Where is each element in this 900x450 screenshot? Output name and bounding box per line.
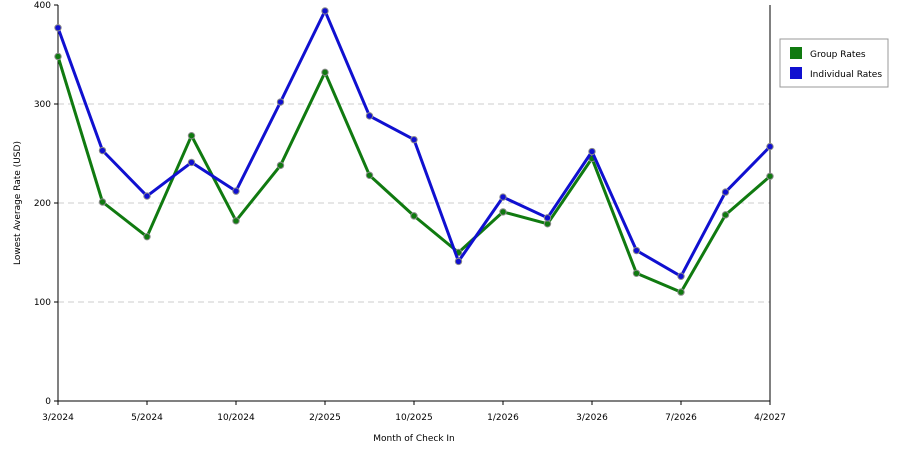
- data-point-group-rates-16: [766, 172, 774, 180]
- series-line-individual-rates: [56, 9, 772, 278]
- data-point-individual-rates-0: [54, 24, 62, 32]
- x-tick-label-14: 7/2026: [665, 413, 697, 423]
- data-point-individual-rates-10: [499, 193, 507, 201]
- data-point-group-rates-10: [499, 208, 507, 216]
- x-tick-label-6: 2/2025: [309, 413, 341, 423]
- data-point-individual-rates-7: [365, 112, 374, 120]
- legend: Group Rates Individual Rates: [779, 38, 889, 88]
- data-point-individual-rates-3: [187, 158, 196, 167]
- data-point-individual-rates-4: [232, 187, 240, 195]
- data-point-group-rates-13: [632, 269, 641, 277]
- data-point-group-rates-6: [321, 68, 329, 77]
- data-point-individual-rates-15: [721, 188, 730, 196]
- legend-label-group-rates: Group Rates: [810, 50, 866, 60]
- legend-swatch-individual-rates: [790, 67, 802, 79]
- data-point-individual-rates-12: [588, 147, 596, 156]
- data-point-group-rates-14: [677, 288, 685, 296]
- data-point-individual-rates-1: [98, 146, 107, 155]
- data-point-individual-rates-11: [543, 214, 552, 222]
- y-tick-label-300: 300: [34, 100, 51, 110]
- data-point-group-rates-2: [143, 232, 151, 241]
- data-point-group-rates-8: [410, 212, 418, 220]
- x-tick-label-12: 3/2026: [576, 413, 608, 423]
- x-tick-label-4: 10/2024: [217, 413, 255, 423]
- series-line-group-rates: [56, 56, 771, 294]
- y-tick-label-400: 400: [34, 1, 51, 11]
- grid-lines: [58, 103, 770, 303]
- x-tick-label-8: 10/2025: [395, 413, 432, 423]
- data-point-individual-rates-6: [321, 7, 329, 15]
- data-point-group-rates-0: [54, 52, 62, 61]
- x-tick-label-0: 3/2024: [42, 413, 74, 423]
- data-point-group-rates-5: [276, 161, 285, 170]
- data-point-group-rates-7: [365, 171, 374, 179]
- x-tick-label-16: 4/2027: [754, 413, 786, 423]
- x-tick-label-10: 1/2026: [487, 413, 519, 423]
- data-point-individual-rates-13: [632, 246, 641, 255]
- x-tick-label-2: 5/2024: [131, 413, 163, 423]
- data-point-individual-rates-9: [454, 257, 463, 266]
- x-ticks: 3/2024 5/2024 10/2024 2/2025 10/2025 1/2026 3/…: [42, 401, 786, 423]
- y-axis-title: Lowest Average Rate (USD): [13, 141, 23, 265]
- data-point-individual-rates-5: [276, 98, 285, 106]
- y-tick-label-200: 200: [34, 199, 51, 209]
- y-ticks: 0 100 200 300 400: [34, 1, 58, 407]
- y-tick-label-0: 0: [45, 397, 51, 407]
- x-axis-title: Month of Check In: [373, 434, 455, 444]
- data-point-group-rates-15: [721, 211, 730, 219]
- data-point-individual-rates-2: [143, 192, 151, 200]
- data-point-individual-rates-16: [766, 142, 774, 151]
- data-point-individual-rates-8: [410, 135, 418, 144]
- series: [54, 7, 774, 296]
- data-point-individual-rates-14: [677, 272, 685, 280]
- legend-swatch-group-rates: [790, 47, 802, 59]
- data-point-group-rates-3: [187, 131, 196, 140]
- legend-label-individual-rates: Individual Rates: [810, 70, 882, 80]
- data-point-group-rates-1: [98, 198, 107, 206]
- y-tick-label-100: 100: [34, 298, 51, 308]
- data-point-group-rates-4: [232, 217, 240, 225]
